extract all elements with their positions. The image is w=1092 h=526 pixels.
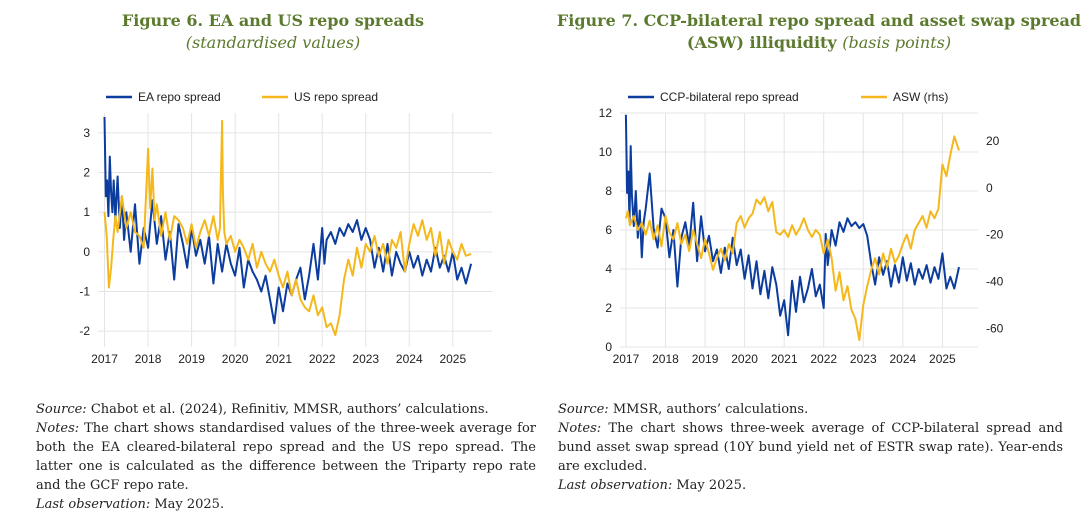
y2-tick-label: 20 xyxy=(986,134,1000,148)
x-tick-label: 2017 xyxy=(613,352,640,366)
figure-6-notes-text: Notes: The chart shows standardised valu… xyxy=(36,419,536,495)
gridlines xyxy=(98,113,492,347)
y2-tick-label: -60 xyxy=(986,321,1004,335)
source-label: Source: xyxy=(558,402,609,417)
x-tick-label: 2019 xyxy=(692,352,719,366)
x-tick-label: 2020 xyxy=(222,352,249,366)
last-observation-text: May 2025. xyxy=(150,497,225,512)
x-tick-label: 2022 xyxy=(810,352,837,366)
series-line-us-repo-spread xyxy=(103,119,472,337)
figure-7-notes: Source: MMSR, authors’ calculations. Not… xyxy=(558,400,1063,495)
figure-7-last-observation: Last observation: May 2025. xyxy=(558,476,1063,495)
y-tick-label: 10 xyxy=(599,145,613,159)
notes-label: Notes: xyxy=(558,421,602,436)
figure-7-panel: Figure 7. CCP-bilateral repo spread and … xyxy=(546,0,1092,526)
last-observation-text: May 2025. xyxy=(672,478,747,493)
figure-7-title-line2: (ASW) illiquidity xyxy=(686,33,837,52)
x-tick-label: 2025 xyxy=(439,352,466,366)
y-tick-label: 3 xyxy=(83,126,90,140)
x-tick-label: 2023 xyxy=(850,352,877,366)
x-tick-label: 2024 xyxy=(396,352,423,366)
legend-label: EA repo spread xyxy=(138,90,221,104)
x-tick-label: 2025 xyxy=(929,352,956,366)
y-tick-label: -2 xyxy=(79,324,90,338)
figure-6-title-text: Figure 6. EA and US repo spreads xyxy=(121,11,425,30)
x-tick-label: 2018 xyxy=(652,352,679,366)
y-tick-label: 8 xyxy=(605,184,612,198)
last-observation-label: Last observation: xyxy=(558,478,673,493)
y-tick-label: -1 xyxy=(79,284,90,298)
y-tick-label: 2 xyxy=(83,165,90,179)
x-tick-label: 2017 xyxy=(91,352,118,366)
last-observation-label: Last observation: xyxy=(36,497,151,512)
x-tick-label: 2022 xyxy=(309,352,336,366)
figure-7-title-line1: Figure 7. CCP-bilateral repo spread and … xyxy=(556,11,1082,30)
x-tick-label: 2023 xyxy=(352,352,379,366)
y-tick-label: 6 xyxy=(605,223,612,237)
y-tick-label: 4 xyxy=(605,262,612,276)
figure-6-last-observation: Last observation: May 2025. xyxy=(36,495,536,514)
y2-tick-label: 0 xyxy=(986,181,993,195)
y-tick-label: 0 xyxy=(605,340,612,354)
x-tick-label: 2021 xyxy=(771,352,798,366)
notes-label: Notes: xyxy=(36,421,80,436)
x-tick-label: 2018 xyxy=(135,352,162,366)
y-tick-label: 2 xyxy=(605,301,612,315)
y-tick-label: 12 xyxy=(599,106,613,120)
y2-tick-label: -40 xyxy=(986,274,1004,288)
figure-6-subtitle: (standardised values) xyxy=(185,33,361,52)
figure-6-panel: Figure 6. EA and US repo spreads (standa… xyxy=(0,10,546,514)
legend-label: CCP-bilateral repo spread xyxy=(660,90,799,104)
y-tick-label: 1 xyxy=(83,205,90,219)
x-tick-label: 2020 xyxy=(731,352,758,366)
x-tick-label: 2024 xyxy=(889,352,916,366)
figure-6-title: Figure 6. EA and US repo spreads (standa… xyxy=(0,10,546,54)
source-label: Source: xyxy=(36,402,87,417)
legend-label: ASW (rhs) xyxy=(893,90,948,104)
figure-7-title: Figure 7. CCP-bilateral repo spread and … xyxy=(546,10,1092,54)
series-line-asw-rhs xyxy=(624,135,960,341)
figure-6-source: Source: Chabot et al. (2024), Refinitiv,… xyxy=(36,400,536,419)
figure-7-title-unit: (basis points) xyxy=(842,33,952,52)
x-tick-label: 2021 xyxy=(265,352,292,366)
figure-7-notes-text: Notes: The chart shows three-week averag… xyxy=(558,419,1063,476)
notes-body: The chart shows standardised values of t… xyxy=(36,421,536,493)
figure-7-source: Source: MMSR, authors’ calculations. xyxy=(558,400,1063,419)
figure-6-notes: Source: Chabot et al. (2024), Refinitiv,… xyxy=(36,400,536,514)
y-tick-label: 0 xyxy=(83,245,90,259)
source-text: Chabot et al. (2024), Refinitiv, MMSR, a… xyxy=(86,402,489,417)
x-tick-label: 2019 xyxy=(178,352,205,366)
source-text: MMSR, authors’ calculations. xyxy=(608,402,809,417)
notes-body: The chart shows three-week average of CC… xyxy=(558,421,1063,474)
legend-label: US repo spread xyxy=(294,90,378,104)
y2-tick-label: -20 xyxy=(986,228,1004,242)
figure-6-chart: -2 -1 0 1 2 3 2017 2018 2019 2020 2021 2022 2023 2024… xyxy=(79,90,492,366)
